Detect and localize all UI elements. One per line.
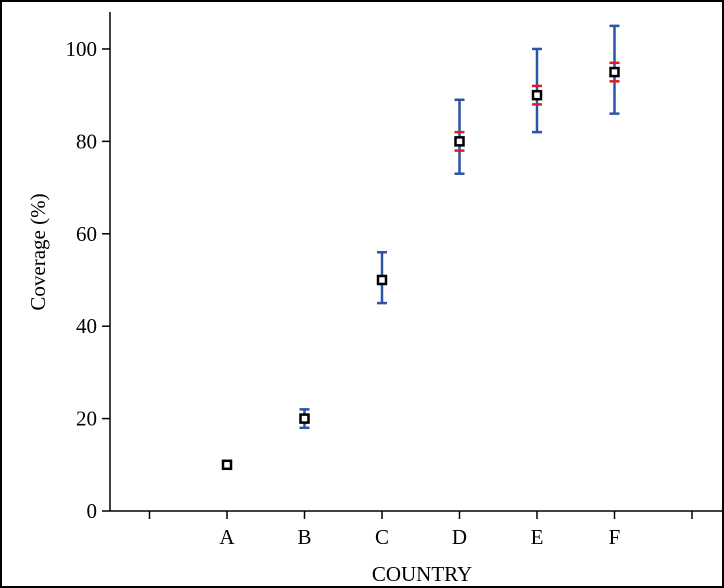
axes: 0 20 40 60 80 100 A B C D E F — [66, 12, 722, 549]
y-tick-label: 0 — [87, 499, 98, 523]
data-point — [376, 274, 388, 286]
x-tick-label: C — [375, 525, 389, 549]
y-tick-label: 80 — [76, 129, 97, 153]
x-axis-label: COUNTRY — [372, 562, 472, 586]
x-tick-label: E — [531, 525, 544, 549]
y-tick-label: 20 — [76, 407, 97, 431]
x-tick-label: B — [297, 525, 311, 549]
marks — [221, 24, 620, 471]
y-axis-label: Coverage (%) — [26, 193, 50, 310]
x-tick-label: F — [609, 525, 621, 549]
y-tick-label: 60 — [76, 222, 97, 246]
x-tick-label: A — [219, 525, 235, 549]
y-tick-label: 40 — [76, 314, 97, 338]
data-point — [221, 459, 233, 471]
data-point — [454, 136, 465, 147]
data-point — [609, 66, 620, 78]
x-tick-label: D — [452, 525, 467, 549]
data-point — [299, 413, 310, 424]
y-tick-label: 100 — [66, 37, 98, 61]
data-point — [531, 89, 543, 101]
